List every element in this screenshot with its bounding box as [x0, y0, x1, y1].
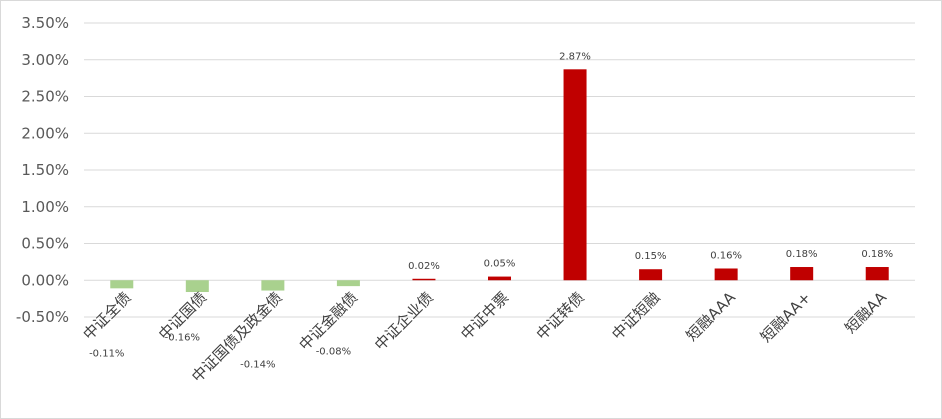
data-label: 0.02% [408, 261, 440, 272]
x-tick-label: 短融AA [841, 288, 890, 337]
x-tick-label: 中证企业债 [371, 288, 437, 354]
x-tick-label: 中证中票 [457, 288, 512, 343]
y-tick-label: 2.50% [21, 88, 69, 106]
bar [790, 267, 814, 281]
bar [185, 280, 209, 293]
y-tick-label: 3.50% [21, 14, 69, 32]
bar [488, 276, 511, 281]
data-label: 0.15% [635, 251, 667, 262]
data-labels: -0.11% -0.16% -0.14% -0.08% 0.02% 0.05% 2.87% 0… [89, 51, 893, 370]
bar [261, 280, 285, 291]
data-label: -0.14% [240, 359, 275, 370]
data-label: 0.16% [710, 250, 742, 261]
bar [110, 280, 134, 289]
y-tick-label: 1.00% [21, 198, 69, 216]
bar [336, 280, 360, 287]
gridlines [84, 22, 915, 318]
y-tick-label: -0.50% [16, 308, 69, 326]
bar [563, 69, 587, 281]
data-label: -0.11% [89, 348, 124, 359]
x-tick-label: 中证短融 [608, 288, 663, 343]
bar [412, 278, 436, 281]
x-tick-label: 短融AAA [683, 288, 740, 345]
x-tick-label: 中证金融债 [295, 288, 361, 354]
data-label: 0.18% [786, 249, 818, 260]
data-label: -0.08% [316, 346, 351, 357]
bar [639, 269, 663, 281]
bar [865, 267, 889, 281]
y-tick-label: 2.00% [21, 124, 69, 142]
y-tick-label: 1.50% [21, 161, 69, 179]
y-axis-ticks: -0.50% 0.00% 0.50% 1.00% 1.50% 2.00% 2.50% 3.00… [16, 14, 69, 326]
x-tick-label: 中证全债 [79, 288, 134, 343]
y-tick-label: 0.00% [21, 271, 69, 289]
data-label: -0.16% [165, 332, 200, 343]
data-label: 2.87% [559, 51, 591, 62]
bar [714, 268, 738, 281]
data-label: 0.05% [484, 259, 516, 270]
data-label: 0.18% [861, 249, 893, 260]
y-tick-label: 3.00% [21, 51, 69, 69]
y-tick-label: 0.50% [21, 235, 69, 253]
bars [110, 69, 889, 293]
x-tick-label: 中证转债 [533, 288, 588, 343]
